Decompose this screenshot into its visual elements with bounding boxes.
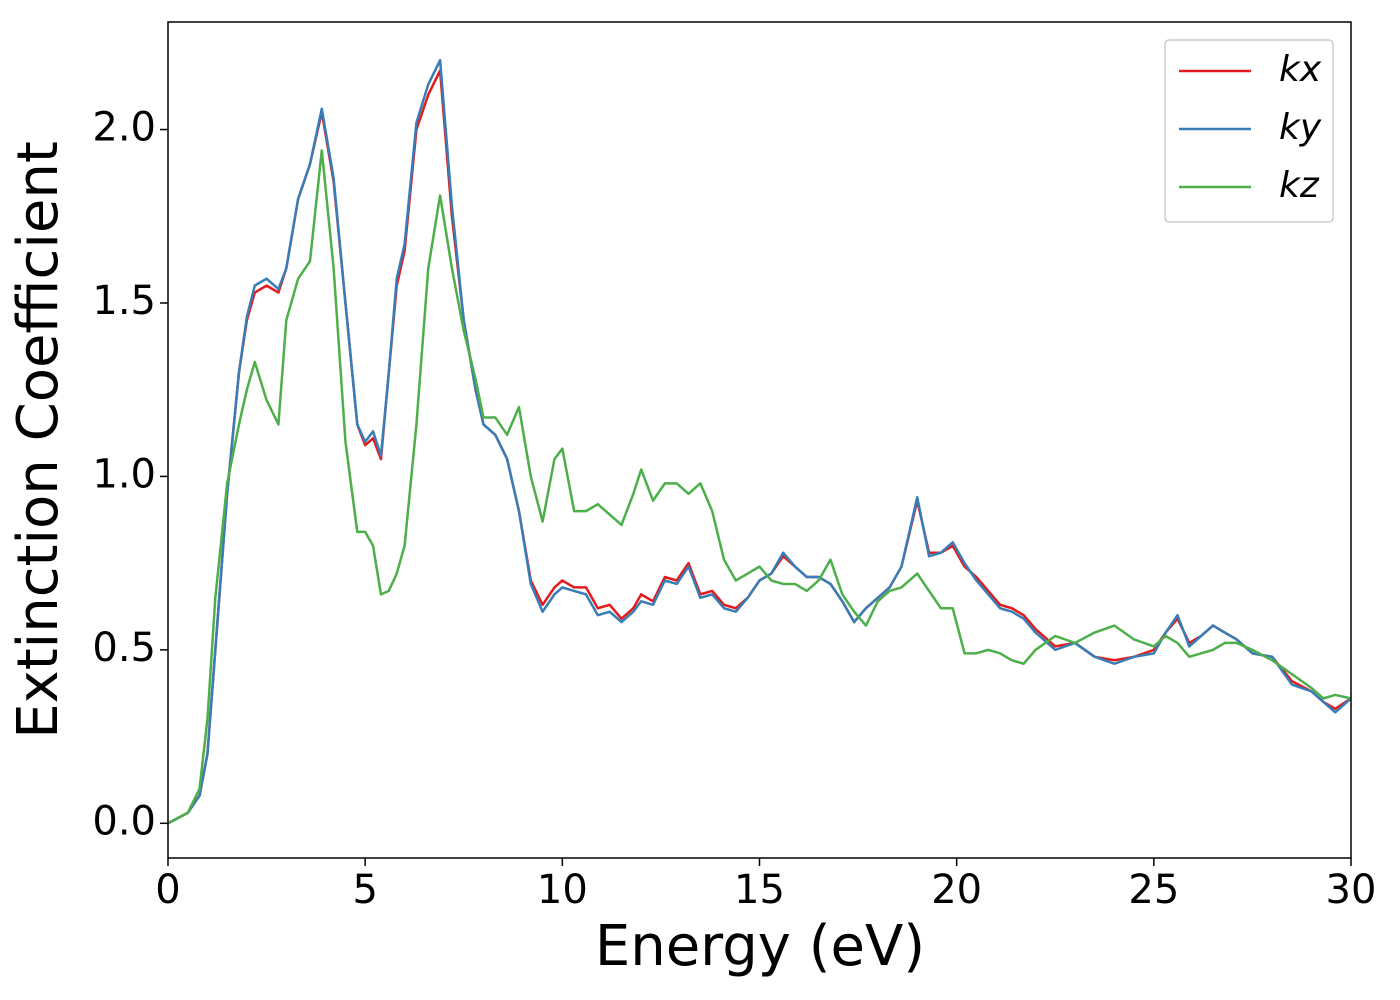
- series-line: [168, 58, 1351, 825]
- x-tick-label: 25: [1128, 867, 1179, 913]
- y-axis-label: Extinction Coefficient: [6, 141, 71, 739]
- y-tick-label: 0.0: [92, 798, 156, 844]
- x-tick-label: 20: [931, 867, 982, 913]
- x-tick-label: 10: [537, 867, 588, 913]
- x-axis-label: Energy (eV): [595, 914, 925, 979]
- x-tick-label: 5: [352, 867, 377, 913]
- series-line: [168, 149, 1351, 825]
- y-tick-label: 1.0: [92, 451, 156, 497]
- y-tick-label: 0.5: [92, 625, 156, 671]
- x-tick-label: 0: [155, 867, 180, 913]
- x-tick-label: 30: [1326, 867, 1377, 913]
- legend-box: [1164, 39, 1334, 223]
- legend-label: kz: [1279, 165, 1320, 206]
- x-tick-label: 15: [734, 867, 785, 913]
- y-tick-label: 1.5: [92, 278, 156, 324]
- legend-label: kx: [1279, 49, 1322, 90]
- plot-frame: [167, 21, 1352, 859]
- y-tick-label: 2.0: [92, 105, 156, 151]
- legend-label: ky: [1279, 107, 1322, 148]
